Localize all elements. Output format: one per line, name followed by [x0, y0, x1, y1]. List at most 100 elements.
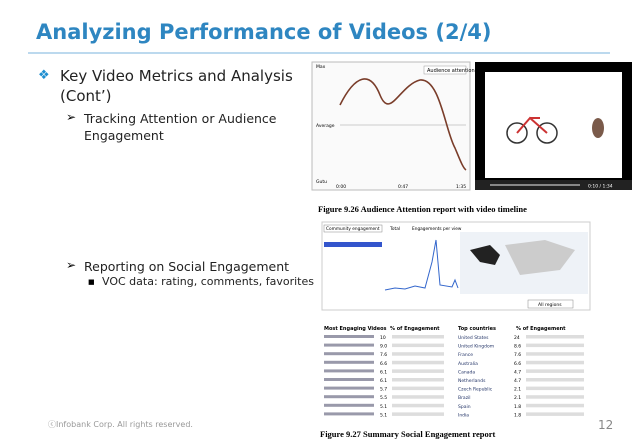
player-time: 0:10 / 1:34 — [588, 184, 613, 190]
slide-title: Analyzing Performance of Videos (2/4) — [36, 20, 492, 44]
y-label: Gutu — [316, 179, 327, 185]
engagement-bar — [392, 395, 444, 399]
seek-bar[interactable] — [490, 184, 580, 186]
engagement-bar — [392, 369, 444, 373]
video-title-placeholder — [324, 343, 374, 347]
video-title-placeholder — [324, 403, 374, 407]
bike-frame — [516, 116, 548, 134]
engagement-bar — [526, 369, 584, 373]
engagement-bar — [392, 352, 444, 356]
table-cell: 9.0 — [380, 344, 387, 350]
engagement-bar — [526, 335, 584, 339]
engagement-bar — [392, 386, 444, 391]
table-cell: France — [458, 352, 473, 358]
attention-curve — [339, 78, 467, 171]
y-label: Max — [316, 64, 326, 70]
table-cell: 6.6 — [514, 361, 521, 367]
table-cell: 4.7 — [514, 369, 521, 375]
table-cell: 7.6 — [380, 352, 387, 358]
table-cell: 5.1 — [380, 412, 387, 418]
table-cell: United Kingdom — [458, 344, 494, 350]
bullet-marker: ■ — [88, 278, 95, 286]
x-label: 1:35 — [456, 184, 466, 190]
engagement-bar — [526, 360, 584, 365]
legend-box — [423, 65, 467, 75]
engagement-tables: Most Engaging Videos% of Engagement Top c… — [324, 326, 584, 418]
video-title-placeholder — [324, 360, 374, 364]
table-cell: 1.8 — [514, 404, 521, 410]
table-cell: 24 — [514, 335, 520, 341]
bike-wheel — [506, 122, 528, 144]
engagement-bar — [392, 403, 444, 408]
table-header: Most Engaging Videos — [324, 326, 387, 332]
engagement-bar — [526, 343, 584, 348]
engagement-line — [384, 239, 459, 291]
table-cell: 4.7 — [514, 378, 521, 384]
sub-bullet: VOC data: rating, comments, favorites — [102, 275, 314, 288]
table-cell: 2.1 — [514, 395, 521, 401]
table-header: Top countries — [458, 326, 496, 332]
engagement-bar — [392, 343, 444, 348]
table-cell: Australia — [458, 361, 478, 367]
dropdown-highlight — [324, 242, 382, 247]
bullet-marker: ❖ — [38, 68, 50, 83]
table-cell: 6.1 — [380, 369, 387, 375]
table-cell: 1.8 — [514, 412, 521, 418]
engagement-bar — [392, 412, 444, 416]
figure-caption: Figure 9.26 Audience Attention report wi… — [318, 204, 527, 214]
table-cell: 5.7 — [380, 387, 387, 393]
x-label: 0:47 — [398, 184, 408, 190]
y-label: Average — [316, 123, 335, 129]
engagement-bar — [526, 386, 584, 391]
table-cell: 5.5 — [380, 395, 387, 401]
sub-bullet: Reporting on Social Engagement — [84, 259, 290, 274]
engagement-bar — [392, 360, 444, 365]
chart-label: Engagements per view — [412, 226, 462, 232]
table-cell: Canada — [458, 369, 475, 375]
table-cell: Brazil — [458, 395, 471, 401]
table-cell: India — [458, 412, 469, 418]
table-cell: 2.1 — [514, 387, 521, 393]
legend-text: Audience attention — [427, 68, 475, 74]
map-region — [470, 245, 500, 265]
table-cell: Spain — [458, 404, 471, 410]
video-title-placeholder — [324, 369, 374, 373]
bullet-marker: ➢ — [66, 110, 77, 124]
table-cell: 7.6 — [514, 352, 521, 358]
bullet: Key Video Metrics and Analysis (Cont’) — [60, 67, 293, 105]
map-region — [505, 240, 575, 275]
engagement-bar — [392, 378, 444, 382]
figure-caption: Figure 9.27 Summary Social Engagement re… — [320, 429, 496, 439]
engagement-bar — [526, 412, 584, 416]
attention-chart — [311, 61, 471, 191]
engagement-bar — [526, 403, 584, 408]
table-cell: 8.6 — [514, 344, 521, 350]
figure-icon — [592, 118, 604, 138]
engagement-bar — [526, 395, 584, 399]
region-select[interactable] — [527, 299, 574, 309]
video-title-placeholder — [324, 386, 374, 390]
table-header: % of Engagement — [390, 326, 440, 332]
title-rule — [28, 52, 610, 54]
dropdown[interactable] — [323, 224, 383, 233]
table-cell: Czech Republic — [458, 387, 493, 393]
video-title-placeholder — [324, 412, 374, 416]
table-cell: Netherlands — [458, 378, 486, 384]
table-cell: United States — [458, 335, 489, 341]
video-title-placeholder — [324, 352, 374, 356]
table-header: % of Engagement — [516, 326, 566, 332]
bike-wheel — [536, 122, 558, 144]
page-number: 12 — [598, 418, 614, 432]
total-label: Total — [389, 226, 400, 232]
bullet-marker: ➢ — [66, 258, 77, 272]
table-cell: 10 — [380, 335, 386, 341]
sub-bullet: Tracking Attention or Audience Engagemen… — [84, 111, 277, 143]
engagement-bar — [526, 378, 584, 382]
video-title-placeholder — [324, 335, 374, 338]
dropdown-text: Community engagement — [326, 226, 380, 232]
engagement-bar — [526, 352, 584, 356]
video-title-placeholder — [324, 395, 374, 399]
x-label: 0:00 — [336, 184, 346, 190]
engagement-bar — [392, 335, 444, 339]
